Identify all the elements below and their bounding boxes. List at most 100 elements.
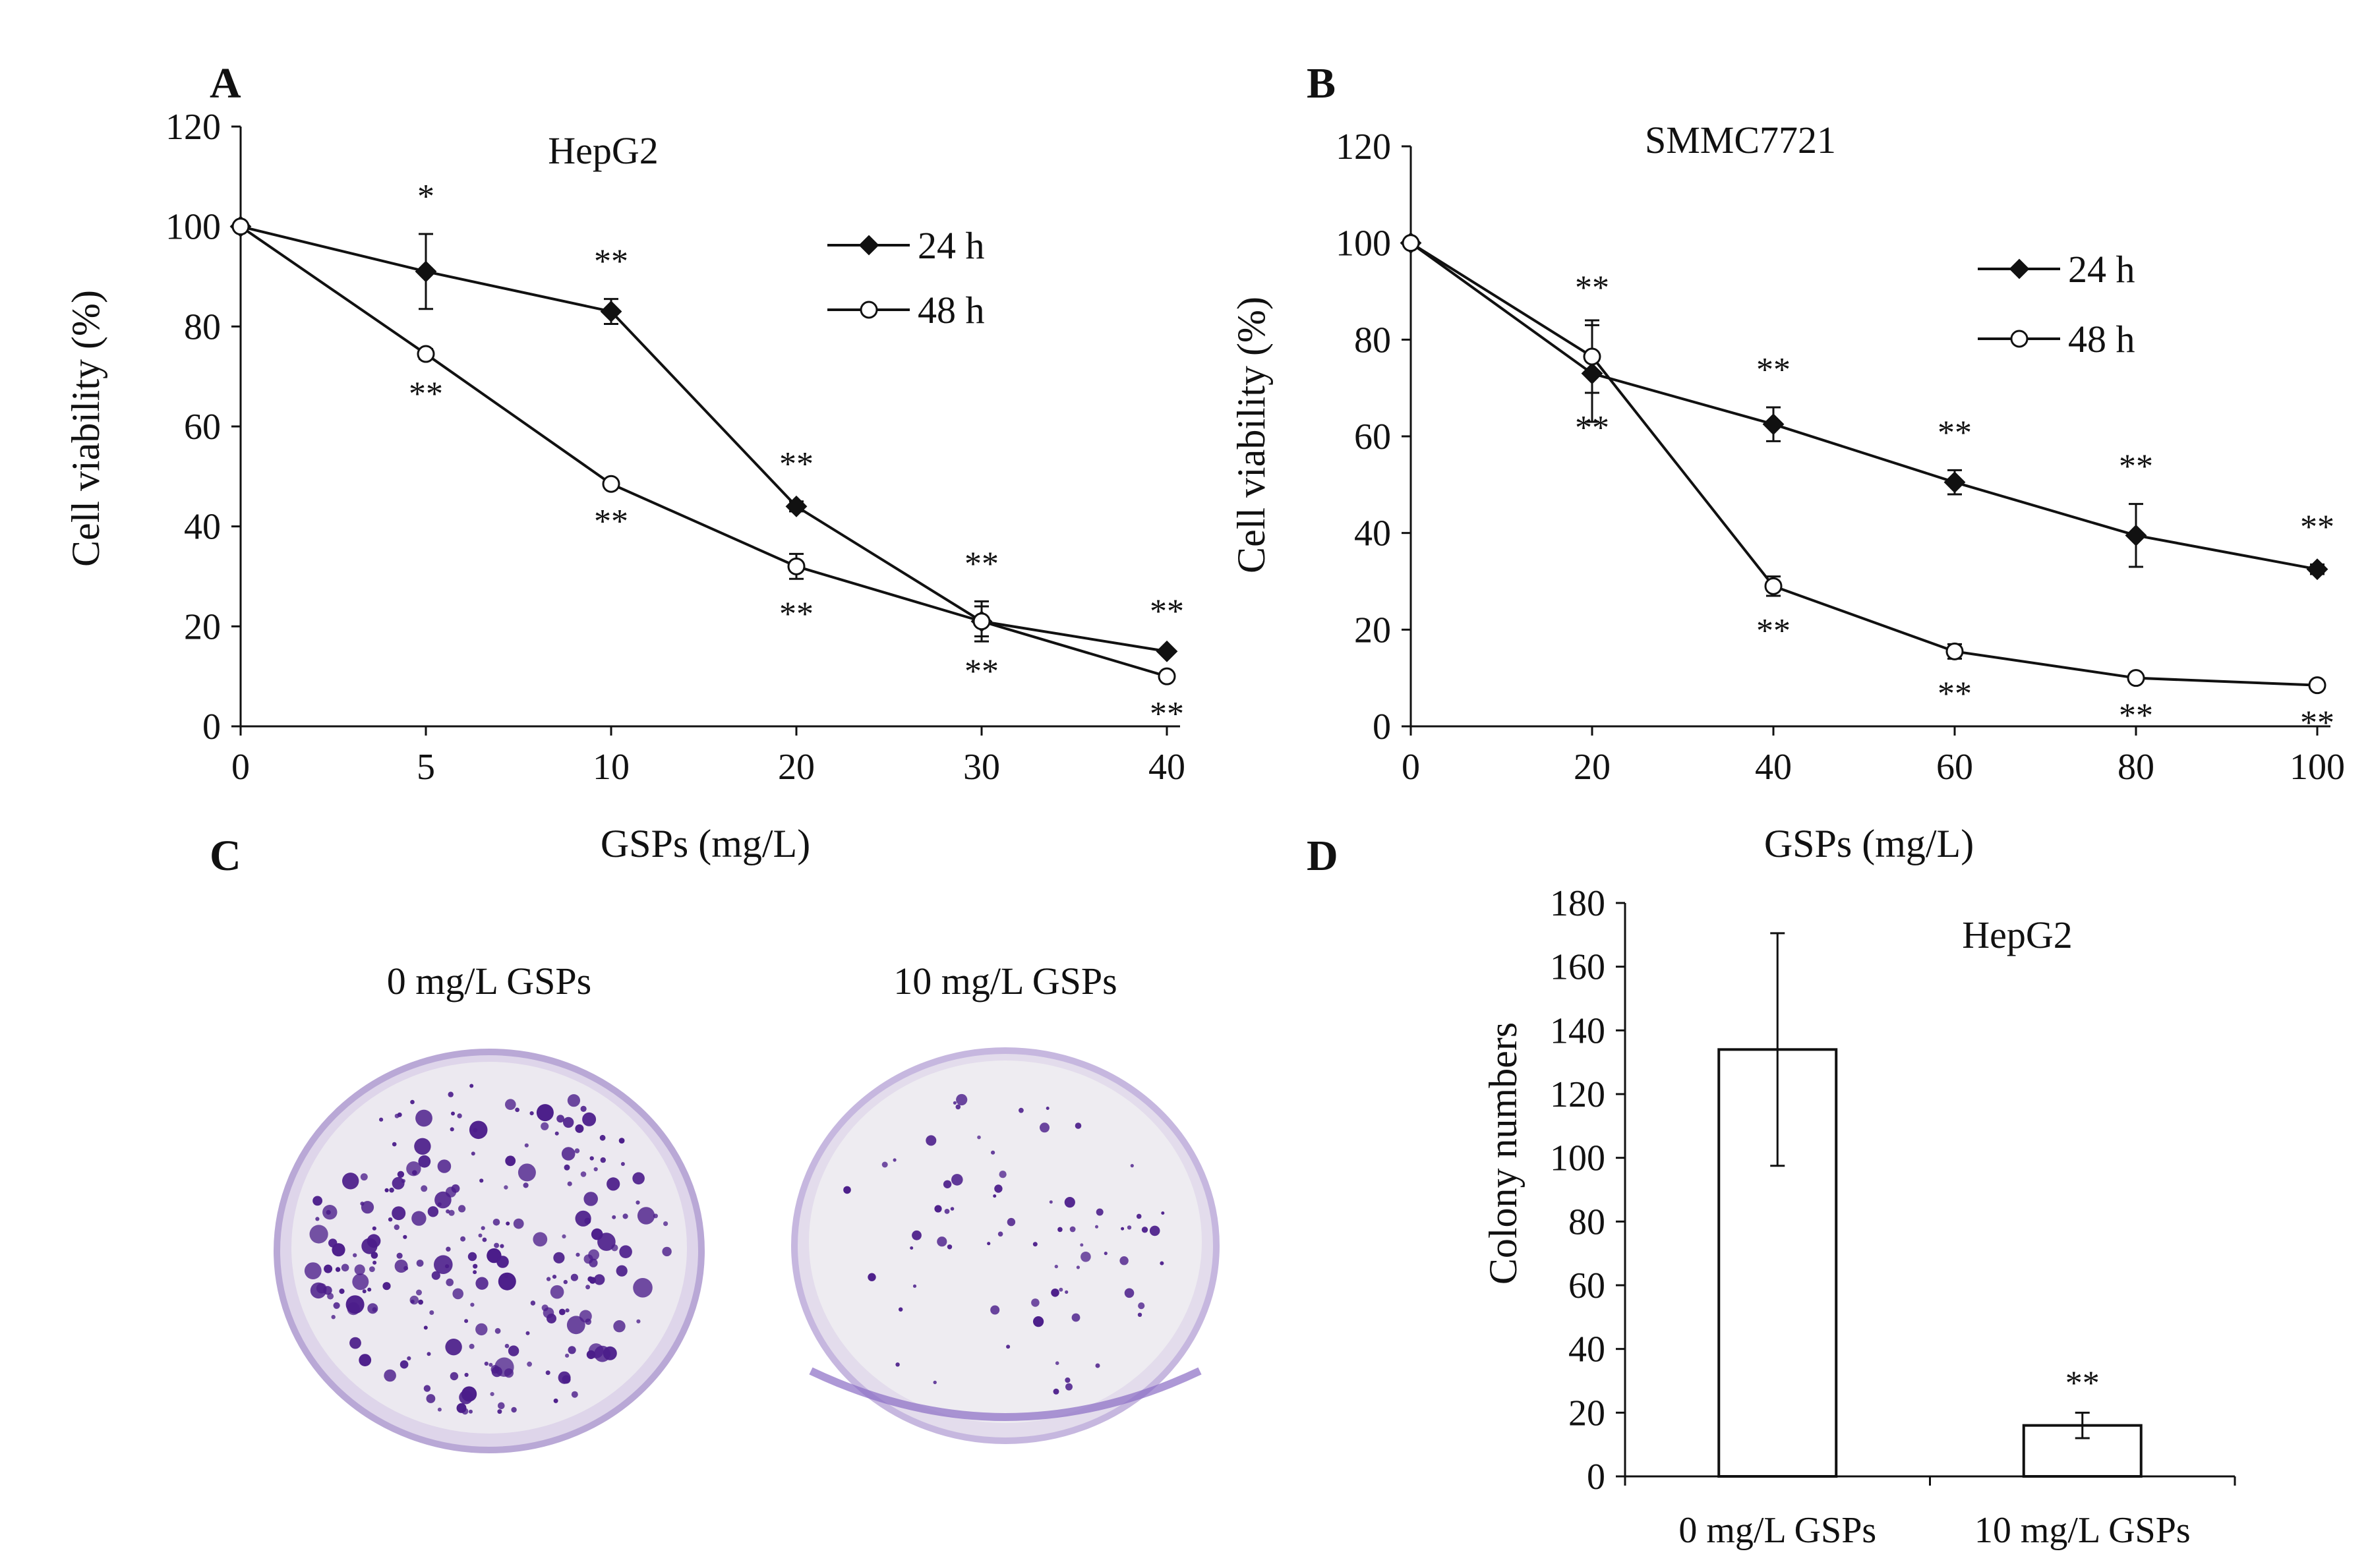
chart-d-y-tick-label: 160 — [1550, 947, 1605, 988]
colony — [437, 1159, 452, 1173]
chart-d-y-tick-label: 80 — [1568, 1202, 1605, 1242]
colony — [382, 1282, 391, 1291]
chart-b-series-24h-significance: ** — [2300, 508, 2334, 546]
chart-a-y-tick-label: 100 — [165, 207, 221, 248]
colony — [994, 1184, 1003, 1193]
colony — [448, 1091, 454, 1097]
chart-b-series-24h-significance: ** — [1575, 269, 1609, 306]
colony — [541, 1122, 549, 1130]
chart-b-series-48h-significance: ** — [1938, 675, 1972, 712]
chart-a-x-axis: 0 5 10 20 30 40 — [231, 725, 1185, 788]
colony — [524, 1143, 529, 1147]
chart-a-x-tick-label: 20 — [778, 747, 815, 788]
colony — [1136, 1213, 1142, 1219]
colony — [478, 1233, 483, 1238]
colony — [564, 1164, 570, 1171]
colony — [437, 1407, 442, 1412]
colony — [518, 1163, 536, 1182]
colony — [504, 1274, 508, 1279]
colony — [508, 1345, 519, 1356]
colony — [315, 1217, 320, 1221]
colony — [533, 1232, 548, 1247]
chart-d-y-tick-label: 180 — [1550, 883, 1605, 924]
colony — [473, 1263, 478, 1269]
colony — [489, 1362, 493, 1367]
colony — [600, 1157, 606, 1163]
colony — [562, 1234, 566, 1238]
chart-a-series-48h-significance: ** — [964, 653, 999, 691]
colony — [956, 1093, 968, 1106]
colony — [482, 1237, 487, 1242]
chart-a-y-tick-label: 120 — [165, 107, 221, 148]
chart-a-series-24h-significance: * — [417, 178, 434, 216]
chart-b-series-48h: ** ** ** ** ** — [1402, 234, 2334, 741]
colony — [434, 1255, 453, 1274]
colony — [372, 1226, 376, 1231]
colony — [384, 1369, 396, 1382]
colony — [987, 1242, 991, 1246]
chart-b-x-tick-label: 20 — [1574, 747, 1611, 788]
chart-b-series-48h-point — [2127, 669, 2145, 687]
colony — [457, 1113, 462, 1118]
chart-d-y-tick-label: 140 — [1550, 1010, 1605, 1051]
colony — [620, 1162, 625, 1166]
colony — [451, 1111, 455, 1116]
panel-letter-c: C — [210, 832, 241, 880]
colony — [448, 1209, 455, 1216]
colony — [418, 1299, 423, 1305]
colonies-10-mg — [843, 1093, 1165, 1395]
colony — [576, 1252, 580, 1257]
chart-a-x-tick-label: 5 — [417, 747, 435, 788]
colony — [1138, 1302, 1145, 1310]
colony — [361, 1201, 374, 1214]
colony — [353, 1253, 357, 1258]
colony — [494, 1357, 514, 1377]
colony — [362, 1289, 367, 1294]
colony — [589, 1258, 598, 1267]
colony — [1096, 1208, 1104, 1216]
colony — [597, 1233, 616, 1251]
chart-a-series-24h-significance: ** — [779, 446, 814, 483]
colony — [1137, 1312, 1142, 1318]
chart-a-series-48h-significance: ** — [409, 376, 443, 413]
colony — [429, 1310, 434, 1315]
colony — [553, 1398, 558, 1403]
colony — [1161, 1211, 1165, 1215]
colony — [392, 1142, 397, 1147]
colony — [934, 1205, 942, 1213]
colony — [937, 1236, 947, 1247]
chart-a-series-24h-significance: ** — [964, 545, 999, 583]
colony — [467, 1252, 477, 1262]
colony — [563, 1117, 574, 1128]
colony — [997, 1231, 1003, 1237]
colony — [636, 1319, 641, 1323]
colony — [511, 1407, 517, 1413]
colony — [397, 1171, 405, 1178]
colony — [977, 1135, 981, 1140]
colony — [546, 1277, 551, 1281]
chart-b-legend-48h: 48 h — [2068, 318, 2135, 361]
chart-d-y-tick-label: 40 — [1568, 1329, 1605, 1370]
colony — [637, 1207, 655, 1225]
colony — [1149, 1225, 1160, 1236]
chart-a-series-24h-point — [600, 301, 622, 322]
colony — [633, 1278, 653, 1298]
colony — [616, 1265, 628, 1277]
chart-b-series-48h-point — [1402, 234, 1420, 252]
colony — [496, 1256, 509, 1268]
colony — [434, 1191, 452, 1209]
colony — [445, 1264, 450, 1269]
colony — [1081, 1252, 1091, 1262]
colony — [341, 1263, 349, 1272]
chart-a-legend-24h: 24 h — [918, 224, 985, 267]
colony — [409, 1295, 419, 1305]
colony — [529, 1111, 534, 1116]
chart-a-y-tick-label: 40 — [184, 507, 221, 548]
colony — [1046, 1107, 1050, 1110]
chart-b-y-tick-label: 60 — [1354, 417, 1391, 457]
colony — [427, 1352, 431, 1356]
chart-a-series-24h-line — [240, 225, 1168, 653]
colony — [469, 1084, 474, 1088]
chart-a-series-48h-point — [417, 345, 435, 363]
colony — [570, 1273, 579, 1281]
